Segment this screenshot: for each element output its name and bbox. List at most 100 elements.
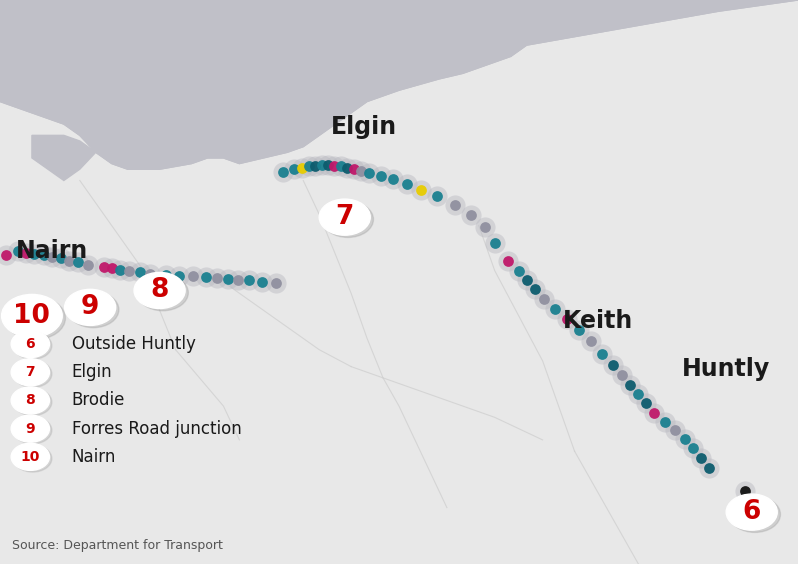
Point: [27, 250, 40, 259]
Point: [322, 161, 334, 170]
Text: 9: 9: [81, 294, 100, 320]
Point: [488, 238, 501, 247]
Point: [315, 161, 328, 170]
Point: [309, 161, 322, 170]
Point: [160, 270, 172, 279]
Point: [448, 200, 461, 209]
Point: [572, 325, 585, 334]
Point: [144, 269, 156, 278]
Point: [738, 486, 751, 495]
Text: Outside Huntly: Outside Huntly: [72, 335, 196, 353]
Point: [27, 250, 40, 259]
Point: [45, 252, 58, 261]
Point: [287, 165, 300, 174]
Point: [341, 163, 354, 172]
Point: [187, 272, 200, 281]
Text: Huntly: Huntly: [682, 358, 771, 381]
Text: 9: 9: [26, 422, 35, 435]
Point: [488, 238, 501, 247]
Circle shape: [14, 389, 52, 416]
Text: Elgin: Elgin: [331, 115, 397, 139]
Circle shape: [14, 332, 52, 359]
Point: [584, 337, 597, 346]
Point: [315, 161, 328, 170]
Point: [669, 426, 681, 435]
Point: [520, 276, 533, 285]
Point: [687, 444, 700, 453]
Point: [347, 165, 360, 174]
Point: [363, 169, 376, 178]
Point: [328, 161, 341, 170]
Point: [11, 246, 24, 255]
Point: [640, 399, 653, 408]
Point: [187, 272, 200, 281]
Point: [658, 417, 671, 426]
Point: [623, 380, 636, 389]
Point: [538, 294, 551, 303]
Point: [738, 486, 751, 495]
Point: [81, 260, 94, 269]
Point: [211, 274, 223, 283]
Point: [295, 163, 308, 172]
Point: [19, 248, 32, 257]
Point: [669, 426, 681, 435]
Point: [160, 270, 172, 279]
Point: [113, 266, 126, 275]
Text: 6: 6: [26, 337, 35, 351]
Point: [512, 266, 525, 275]
Point: [363, 169, 376, 178]
Circle shape: [726, 494, 777, 530]
Point: [606, 360, 619, 369]
Point: [548, 304, 561, 313]
Point: [596, 349, 609, 358]
Point: [538, 294, 551, 303]
Circle shape: [11, 443, 49, 470]
Point: [347, 165, 360, 174]
Circle shape: [5, 297, 65, 340]
Point: [72, 258, 85, 267]
Point: [144, 269, 156, 278]
Circle shape: [2, 294, 62, 337]
Point: [113, 266, 126, 275]
Point: [231, 275, 244, 284]
Point: [687, 444, 700, 453]
Polygon shape: [0, 0, 798, 169]
Point: [640, 399, 653, 408]
Point: [702, 464, 715, 473]
Point: [123, 267, 136, 276]
Point: [386, 175, 399, 184]
Circle shape: [11, 359, 49, 386]
Point: [270, 279, 282, 288]
Point: [231, 275, 244, 284]
Point: [658, 417, 671, 426]
Point: [295, 163, 308, 172]
Point: [38, 250, 50, 259]
Point: [528, 285, 541, 294]
Point: [374, 171, 387, 180]
Point: [341, 163, 354, 172]
Point: [63, 256, 76, 265]
Point: [222, 274, 235, 283]
Point: [560, 314, 573, 323]
Text: Source: Department for Transport: Source: Department for Transport: [12, 539, 223, 552]
Point: [270, 279, 282, 288]
Point: [54, 254, 67, 263]
Point: [695, 453, 708, 462]
Point: [606, 360, 619, 369]
Point: [702, 464, 715, 473]
Text: Forres Road junction: Forres Road junction: [72, 420, 242, 438]
Point: [415, 185, 428, 194]
Text: Nairn: Nairn: [16, 239, 89, 263]
Point: [615, 371, 628, 380]
Point: [105, 264, 118, 273]
Circle shape: [322, 201, 373, 237]
Point: [431, 192, 444, 201]
Point: [255, 277, 268, 287]
Circle shape: [729, 496, 780, 532]
Point: [560, 314, 573, 323]
Point: [520, 276, 533, 285]
Point: [172, 271, 185, 280]
Point: [401, 179, 413, 188]
Point: [277, 168, 290, 177]
Text: Keith: Keith: [563, 310, 633, 333]
